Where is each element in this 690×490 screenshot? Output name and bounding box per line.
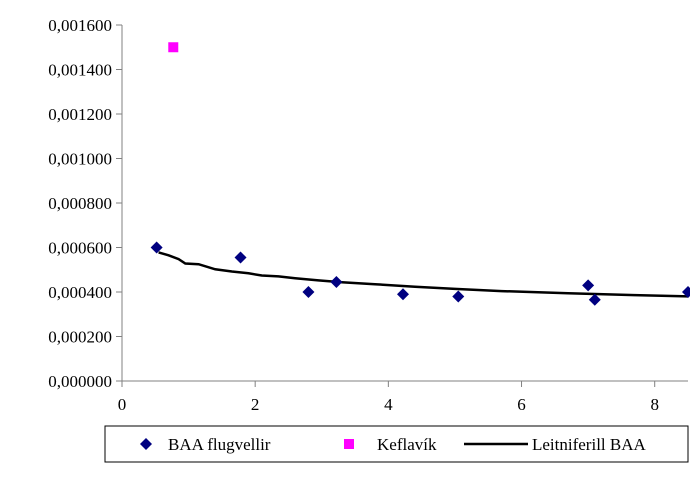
y-tick-label: 0,000000 [48,372,112,391]
point-baa-flugvellir [234,251,247,264]
y-axis-ticks: 0,000000 0,000200 0,000400 0,000600 0,000800… [48,16,122,391]
trendline-leitniferill [158,251,689,298]
y-tick-label: 0,000600 [48,239,112,258]
point-baa-flugvellir [150,241,163,254]
point-baa-flugvellir [330,275,343,288]
x-tick-label: 8 [650,395,659,414]
y-tick-label: 0,001600 [48,16,112,35]
point-baa-flugvellir [302,286,315,298]
point-baa-flugvellir [397,288,410,301]
x-axis-ticks: 0 2 4 6 8 [118,381,659,414]
legend: BAA flugvellir Keflavík Leitniferill BAA [104,425,689,463]
y-tick-label: 0,000800 [48,194,112,213]
y-tick-label: 0,000400 [48,283,112,302]
series-layer [150,42,690,306]
point-baa-flugvellir [452,290,465,303]
legend-entry-baa-flugvellir: BAA flugvellir [168,435,271,454]
point-keflavik [168,42,179,53]
legend-box [104,425,689,463]
legend-entry-leitniferill: Leitniferill BAA [532,435,647,454]
x-tick-label: 0 [118,395,127,414]
point-baa-flugvellir [588,293,601,306]
point-baa-flugvellir [582,279,595,292]
point-baa-flugvellir [682,286,690,298]
y-tick-label: 0,001000 [48,150,112,169]
x-tick-label: 6 [517,395,526,414]
axes [121,25,688,382]
x-tick-label: 2 [251,395,260,414]
y-tick-label: 0,001400 [48,61,112,80]
y-tick-label: 0,001200 [48,105,112,124]
x-tick-label: 4 [384,395,393,414]
y-tick-label: 0,000200 [48,328,112,347]
legend-entry-keflavik: Keflavík [377,435,437,454]
legend-diamond-icon [140,438,152,450]
legend-square-icon [344,439,354,449]
